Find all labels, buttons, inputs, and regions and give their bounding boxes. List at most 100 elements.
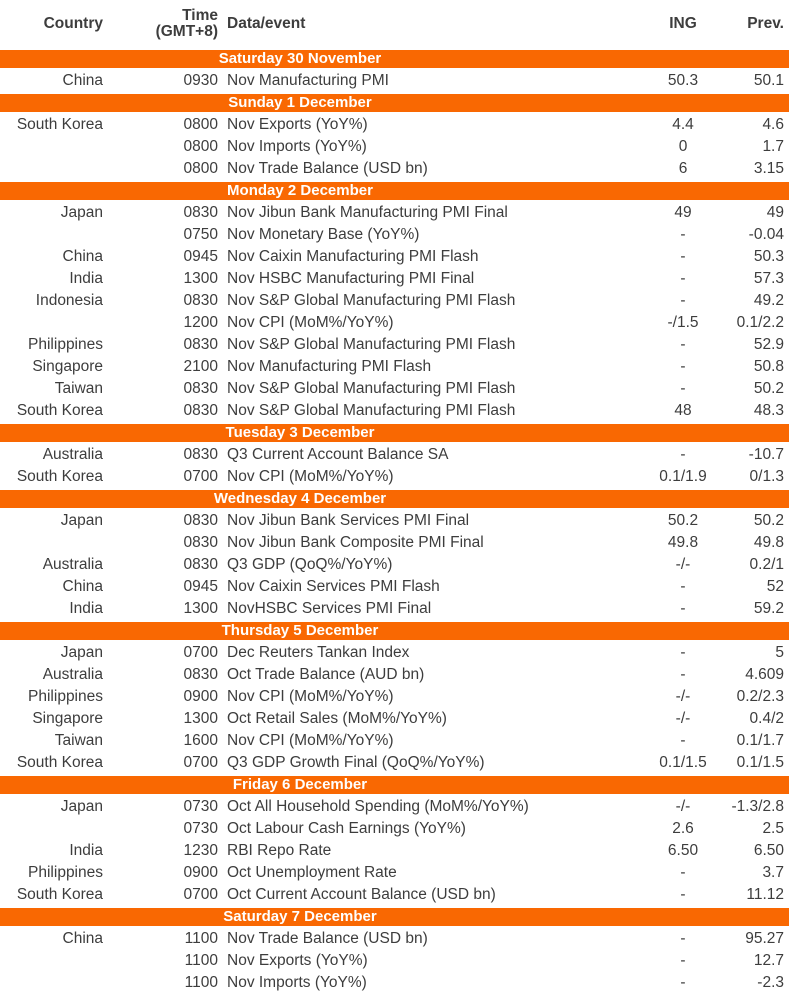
country-cell: Philippines (28, 864, 103, 881)
table-row: South Korea 0800 Nov Exports (YoY%) 4.4 … (0, 114, 789, 136)
prev-value-cell: 50.1 (753, 72, 784, 89)
ing-value-cell: - (680, 600, 686, 617)
time-cell: 0945 (183, 248, 218, 265)
ing-value-cell: - (680, 226, 686, 243)
prev-value-cell: 0/1.3 (749, 468, 784, 485)
event-cell: Nov Manufacturing PMI Flash (227, 358, 432, 375)
day-section-banner: Saturday 30 November (0, 48, 789, 70)
table-row: India 1300 NovHSBC Services PMI Final - … (0, 598, 789, 620)
event-cell: Nov S&P Global Manufacturing PMI Flash (227, 402, 516, 419)
ing-value-cell: -/- (675, 710, 691, 727)
country-cell: Taiwan (54, 732, 103, 749)
table-row: 0750 Nov Monetary Base (YoY%) - -0.04 (0, 224, 789, 246)
table-row: Japan 0830 Nov Jibun Bank Manufacturing … (0, 202, 789, 224)
prev-value-cell: -2.3 (757, 974, 784, 991)
time-cell: 0830 (183, 534, 218, 551)
table-row: Philippines 0900 Oct Unemployment Rate -… (0, 862, 789, 884)
country-cell: Australia (42, 446, 103, 463)
prev-value-cell: -1.3/2.8 (731, 798, 784, 815)
ing-value-cell: -/- (675, 688, 691, 705)
day-section-title: Saturday 7 December (223, 908, 377, 925)
event-cell: Nov Jibun Bank Composite PMI Final (227, 534, 484, 551)
country-cell: China (62, 72, 104, 89)
country-cell (0, 950, 112, 972)
table-row: Singapore 1300 Oct Retail Sales (MoM%/Yo… (0, 708, 789, 730)
ing-value-cell: - (680, 248, 686, 265)
event-cell: Q3 GDP Growth Final (QoQ%/YoY%) (227, 754, 485, 771)
country-cell: Taiwan (54, 380, 103, 397)
country-cell: India (69, 270, 103, 287)
table-row: Taiwan 0830 Nov S&P Global Manufacturing… (0, 378, 789, 400)
country-cell: China (62, 578, 104, 595)
table-row: 0800 Nov Trade Balance (USD bn) 6 3.15 (0, 158, 789, 180)
table-row: Australia 0830 Q3 GDP (QoQ%/YoY%) -/- 0.… (0, 554, 789, 576)
prev-value-cell: 49 (766, 204, 784, 221)
event-cell: Nov S&P Global Manufacturing PMI Flash (227, 380, 516, 397)
country-cell: Australia (42, 556, 103, 573)
prev-value-cell: 0.2/2.3 (736, 688, 784, 705)
event-cell: Nov S&P Global Manufacturing PMI Flash (227, 336, 516, 353)
table-row: 0800 Nov Imports (YoY%) 0 1.7 (0, 136, 789, 158)
country-cell: South Korea (16, 402, 103, 419)
day-section-banner: Tuesday 3 December (0, 422, 789, 444)
event-cell: Oct Trade Balance (AUD bn) (227, 666, 425, 683)
prev-value-cell: 6.50 (753, 842, 784, 859)
table-row: Japan 0700 Dec Reuters Tankan Index - 5 (0, 642, 789, 664)
time-cell: 0830 (183, 292, 218, 309)
ing-value-cell: - (680, 336, 686, 353)
time-cell: 1600 (183, 732, 218, 749)
time-cell: 0945 (183, 578, 218, 595)
country-cell: Japan (60, 512, 103, 529)
table-row: China 0945 Nov Caixin Manufacturing PMI … (0, 246, 789, 268)
event-cell: Nov Imports (YoY%) (227, 974, 367, 991)
event-cell: Dec Reuters Tankan Index (227, 644, 410, 661)
country-cell (0, 224, 112, 246)
event-cell: Oct Current Account Balance (USD bn) (227, 886, 496, 903)
event-cell: Nov Jibun Bank Services PMI Final (227, 512, 470, 529)
prev-value-cell: 0.1/2.2 (736, 314, 784, 331)
event-cell: Q3 GDP (QoQ%/YoY%) (227, 556, 393, 573)
prev-value-cell: 3.7 (762, 864, 784, 881)
country-cell: Philippines (28, 336, 103, 353)
event-cell: Nov Caixin Services PMI Flash (227, 578, 440, 595)
time-cell: 0930 (183, 72, 218, 89)
table-row: 0730 Oct Labour Cash Earnings (YoY%) 2.6… (0, 818, 789, 840)
ing-value-cell: -/- (675, 556, 691, 573)
day-section-banner: Wednesday 4 December (0, 488, 789, 510)
prev-value-cell: 59.2 (753, 600, 784, 617)
country-cell: Japan (60, 204, 103, 221)
ing-value-cell: 49.8 (667, 534, 699, 551)
event-cell: Nov Exports (YoY%) (227, 116, 368, 133)
ing-value-cell: - (680, 864, 686, 881)
time-cell: 0900 (183, 688, 218, 705)
table-row: South Korea 0700 Oct Current Account Bal… (0, 884, 789, 906)
ing-value-cell: 0.1/1.9 (659, 468, 707, 485)
time-cell: 0830 (183, 336, 218, 353)
country-cell: South Korea (16, 754, 103, 771)
prev-value-cell: 5 (775, 644, 784, 661)
event-cell: Oct Unemployment Rate (227, 864, 397, 881)
ing-value-cell: 49 (674, 204, 692, 221)
event-cell: NovHSBC Services PMI Final (227, 600, 432, 617)
time-cell: 1100 (184, 974, 218, 991)
column-header-event: Data/event (227, 15, 306, 32)
prev-value-cell: 50.3 (753, 248, 784, 265)
prev-value-cell: 57.3 (753, 270, 784, 287)
ing-value-cell: - (680, 578, 686, 595)
country-cell: Philippines (28, 688, 103, 705)
table-row: 1100 Nov Exports (YoY%) - 12.7 (0, 950, 789, 972)
prev-value-cell: 49.8 (753, 534, 784, 551)
day-section-title: Tuesday 3 December (225, 424, 375, 441)
ing-value-cell: 6.50 (667, 842, 699, 859)
column-header-country: Country (43, 15, 103, 32)
ing-value-cell: - (680, 952, 686, 969)
day-section-banner: Sunday 1 December (0, 92, 789, 114)
event-cell: Nov Monetary Base (YoY%) (227, 226, 420, 243)
time-cell: 0830 (183, 402, 218, 419)
event-cell: Nov S&P Global Manufacturing PMI Flash (227, 292, 516, 309)
prev-value-cell: 0.1/1.5 (736, 754, 784, 771)
day-section-title: Saturday 30 November (218, 50, 382, 67)
day-section-banner: Friday 6 December (0, 774, 789, 796)
time-cell: 0830 (183, 204, 218, 221)
ing-value-cell: - (680, 644, 686, 661)
